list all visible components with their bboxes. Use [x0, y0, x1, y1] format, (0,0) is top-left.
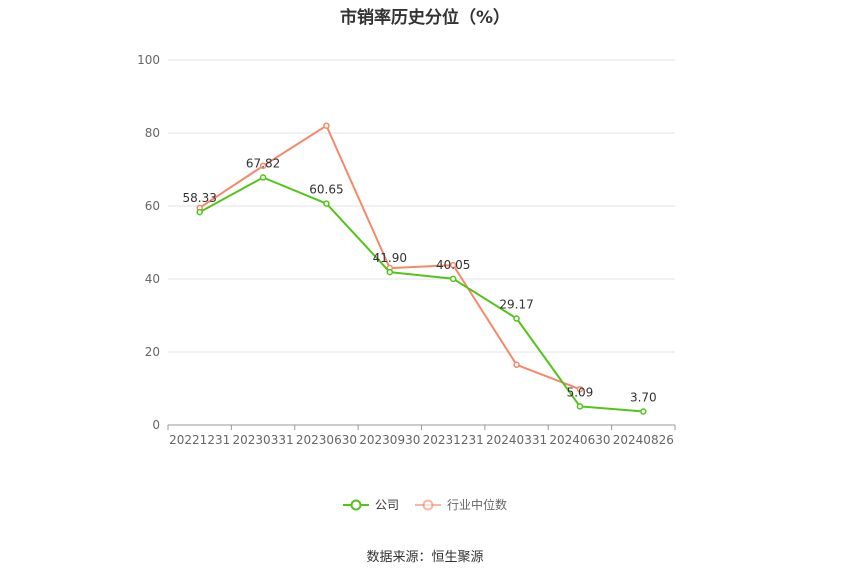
data-label-company: 41.90	[373, 251, 407, 265]
data-point-company	[576, 403, 584, 410]
y-tick-label: 20	[145, 345, 160, 359]
data-point-industry	[513, 361, 520, 369]
y-tick-label: 80	[145, 126, 160, 140]
x-tick-label: 20231231	[423, 433, 484, 447]
legend-label-industry: 行业中位数	[447, 498, 508, 512]
data-label-company: 67.82	[246, 156, 280, 170]
series-line-company	[199, 176, 644, 413]
data-label-company: 40.05	[436, 258, 470, 272]
data-labels: 58.33 67.82 60.65 41.90 40.05 29.17 5.09 3.70	[183, 156, 657, 404]
data-label-company: 29.17	[499, 298, 533, 312]
grid-lines	[168, 59, 675, 353]
data-point-company	[449, 275, 457, 283]
y-tick-label: 40	[145, 272, 160, 286]
legend: 公司 行业中位数	[0, 496, 850, 513]
x-tick-label: 20230331	[233, 433, 294, 447]
y-tick-label: 60	[145, 199, 160, 213]
x-tick-label: 20230930	[359, 433, 420, 447]
data-point-industry	[576, 385, 584, 393]
legend-label-company: 公司	[374, 498, 399, 512]
data-point-industry	[449, 261, 457, 269]
data-label-company: 3.70	[630, 390, 657, 404]
x-tick-label: 20240630	[549, 433, 610, 447]
data-point-company	[386, 268, 394, 276]
data-point-company	[196, 208, 203, 216]
x-tick-label: 20221231	[169, 433, 230, 447]
legend-item-company[interactable]: 公司	[342, 496, 399, 513]
y-tick-label: 0	[152, 418, 160, 432]
data-point-company	[259, 174, 267, 181]
legend-item-industry[interactable]: 行业中位数	[415, 496, 507, 513]
data-point-industry	[259, 162, 267, 170]
data-point-industry	[323, 122, 330, 129]
data-point-company	[323, 200, 330, 207]
data-point-company	[513, 315, 520, 322]
data-label-company: 5.09	[567, 385, 594, 399]
data-source: 数据来源：恒生聚源	[366, 550, 484, 565]
x-tick-label: 20230630	[296, 433, 357, 447]
data-label-company: 58.33	[183, 191, 217, 205]
data-label-company: 60.65	[309, 183, 343, 197]
legend-industry-marker-icon	[415, 499, 441, 510]
y-tick-label: 100	[137, 53, 160, 67]
data-point-company	[640, 408, 647, 415]
x-tick-label: 20240826	[613, 433, 674, 447]
legend-company-marker-icon	[342, 499, 369, 510]
chart-title: 市销率历史分位（%）	[339, 8, 511, 28]
x-tick-label: 20240331	[486, 433, 547, 447]
series-lines	[196, 122, 647, 415]
